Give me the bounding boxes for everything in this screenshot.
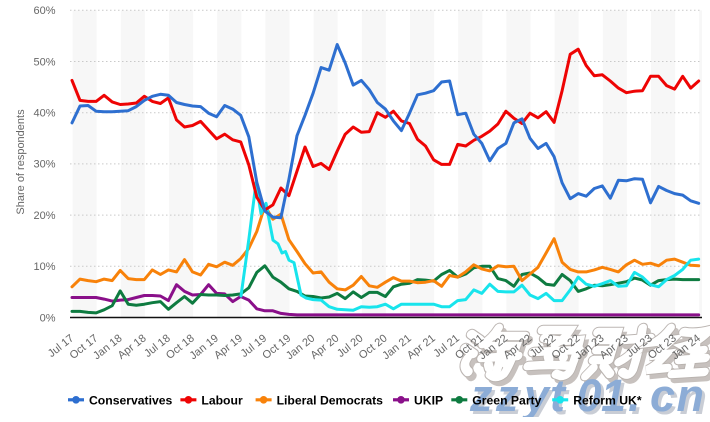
svg-text:t: t xyxy=(550,370,567,417)
svg-text:c: c xyxy=(650,370,675,417)
svg-text:c: c xyxy=(653,373,678,417)
svg-text:z: z xyxy=(498,373,522,417)
svg-text:n: n xyxy=(677,370,705,417)
svg-text:10%: 10% xyxy=(33,261,55,273)
svg-text:30%: 30% xyxy=(33,159,55,171)
svg-text:50%: 50% xyxy=(33,56,55,68)
svg-text:z: z xyxy=(469,370,493,417)
svg-text:0: 0 xyxy=(580,373,605,417)
svg-text:40%: 40% xyxy=(33,108,55,120)
svg-text:Labour: Labour xyxy=(201,393,243,407)
svg-text:Share of respondents: Share of respondents xyxy=(15,109,27,215)
svg-text:UKIP: UKIP xyxy=(414,393,443,407)
svg-text:0%: 0% xyxy=(40,312,56,324)
svg-text:1: 1 xyxy=(604,373,629,417)
svg-text:60%: 60% xyxy=(33,5,55,17)
svg-text:20%: 20% xyxy=(33,210,55,222)
svg-text:Green Party: Green Party xyxy=(472,393,541,407)
svg-text:Liberal Democrats: Liberal Democrats xyxy=(277,393,384,407)
svg-text:n: n xyxy=(680,373,708,417)
svg-text:y: y xyxy=(522,370,551,417)
svg-text:.: . xyxy=(631,373,644,417)
svg-text:.: . xyxy=(628,370,641,417)
svg-text:z: z xyxy=(495,370,519,417)
svg-text:Conservatives: Conservatives xyxy=(89,393,173,407)
svg-text:Reform UK*: Reform UK* xyxy=(573,393,642,407)
svg-text:z: z xyxy=(472,373,496,417)
svg-text:0: 0 xyxy=(577,370,602,417)
svg-text:1: 1 xyxy=(601,370,626,417)
svg-text:y: y xyxy=(525,373,554,417)
